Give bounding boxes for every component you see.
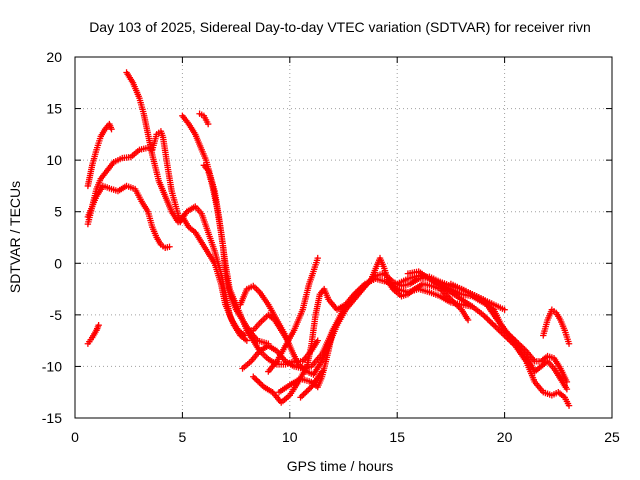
data-point-marker <box>563 385 571 393</box>
series-track-4 <box>84 321 102 347</box>
y-tick-label: -5 <box>50 307 63 323</box>
data-point-marker <box>563 378 571 386</box>
data-point-marker <box>108 126 115 133</box>
series-track-19 <box>540 306 573 347</box>
data-point-marker <box>329 327 336 334</box>
data-point-marker <box>204 120 212 128</box>
data-point-marker <box>501 306 508 313</box>
y-axis-title: SDTVAR / TECUs <box>7 181 23 293</box>
series-track-2 <box>84 128 251 344</box>
data-point-marker <box>298 392 306 400</box>
x-tick-label: 25 <box>604 429 620 445</box>
data-point-marker <box>484 316 491 323</box>
data-point-marker <box>464 316 472 324</box>
series-track-18 <box>447 280 571 386</box>
y-tick-label: 0 <box>54 255 62 271</box>
y-tick-label: -15 <box>42 410 62 426</box>
series-track-10 <box>243 311 291 344</box>
data-point-marker <box>303 388 310 395</box>
plot-frame <box>74 56 613 419</box>
data-point-marker <box>493 324 501 332</box>
y-tick-label: 10 <box>46 152 62 168</box>
series-track-5 <box>123 69 248 339</box>
series-track-15 <box>297 368 326 401</box>
data-point-marker <box>253 376 260 383</box>
data-point-marker <box>241 332 248 339</box>
data-point-marker <box>487 319 494 326</box>
x-tick-label: 15 <box>389 429 405 445</box>
data-point-marker <box>314 337 321 344</box>
series-track-12 <box>250 275 476 406</box>
axis-ticks <box>74 56 613 419</box>
data-point-marker <box>95 321 102 329</box>
data-point-marker <box>166 243 173 250</box>
data-point-marker <box>486 317 493 324</box>
data-point-marker <box>297 394 304 401</box>
data-point-marker <box>301 389 309 397</box>
y-tick-label: 15 <box>46 101 62 117</box>
data-point-marker <box>565 402 573 409</box>
y-tick-label: 5 <box>54 204 62 220</box>
data-point-marker <box>254 377 262 385</box>
data-point-marker <box>251 375 259 382</box>
y-tick-label: 20 <box>46 49 62 65</box>
x-tick-label: 20 <box>497 429 513 445</box>
data-point-marker <box>565 340 573 347</box>
series-track-7 <box>196 110 212 128</box>
data-point-marker <box>492 323 499 330</box>
chart-title: Day 103 of 2025, Sidereal Day-to-day VTE… <box>89 19 591 35</box>
series-track-17 <box>404 268 573 409</box>
x-tick-label: 0 <box>71 429 79 445</box>
data-point-marker <box>257 380 265 388</box>
y-tick-label: -10 <box>42 358 62 374</box>
series-track-1 <box>84 120 115 190</box>
data-point-marker <box>305 386 312 394</box>
series-track-13 <box>265 254 321 375</box>
data-markers <box>84 69 573 409</box>
x-axis-title: GPS time / hours <box>287 458 394 474</box>
x-tick-label: 5 <box>179 429 187 445</box>
data-point-marker <box>318 368 326 375</box>
data-point-marker <box>250 373 257 380</box>
data-point-marker <box>256 379 263 386</box>
data-point-marker <box>490 321 498 329</box>
data-point-marker <box>243 337 251 344</box>
data-point-marker <box>482 314 490 322</box>
series-track-3 <box>84 182 173 252</box>
tick-labels: 0 5 10 15 20 25 -15 -10 -5 0 5 10 15 20 <box>42 49 620 445</box>
x-tick-label: 10 <box>282 429 298 445</box>
data-point-marker <box>489 320 496 327</box>
data-point-marker <box>314 254 321 262</box>
data-point-marker <box>300 391 307 398</box>
